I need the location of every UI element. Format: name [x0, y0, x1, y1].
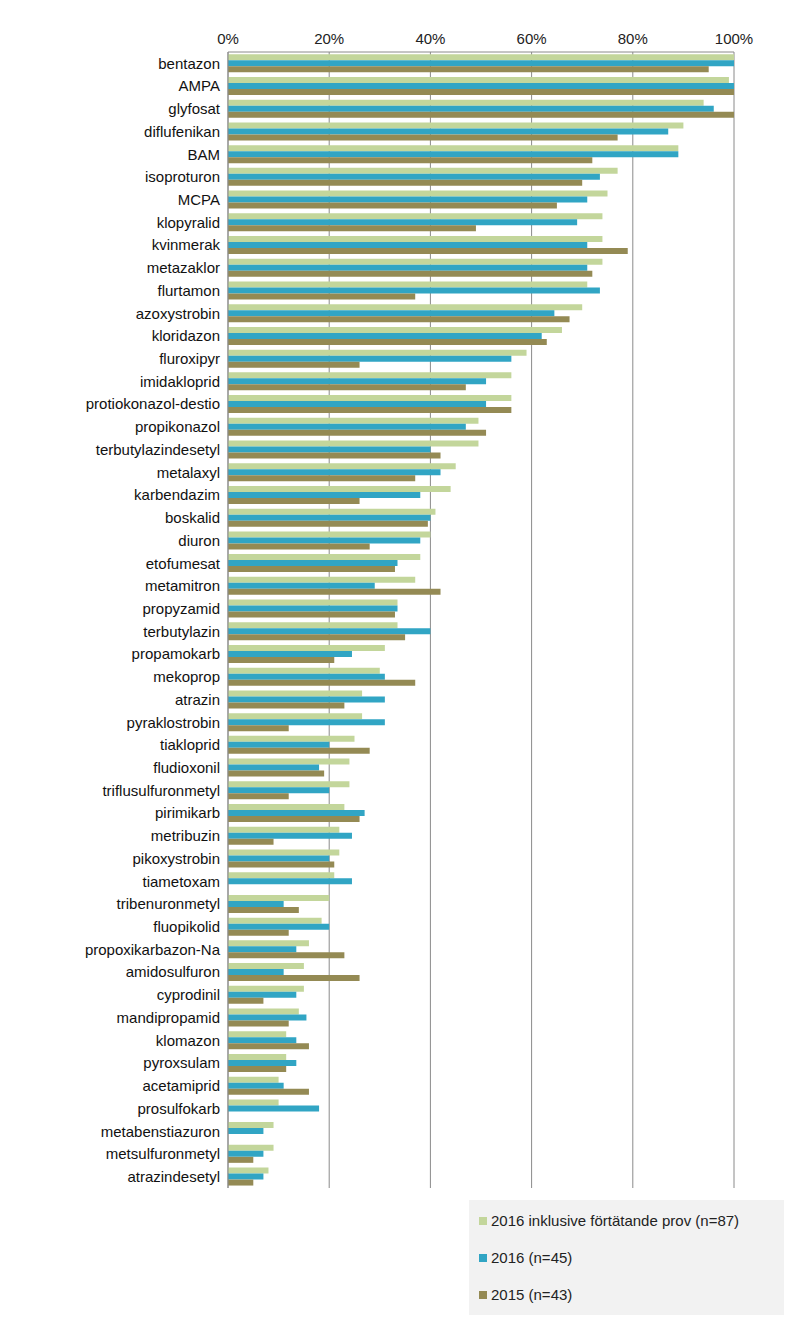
svg-text:boskalid: boskalid [165, 509, 220, 526]
svg-text:metalaxyl: metalaxyl [157, 464, 220, 481]
svg-text:klopyralid: klopyralid [157, 214, 220, 231]
svg-text:terbutylazin: terbutylazin [143, 623, 220, 640]
svg-text:glyfosat: glyfosat [168, 100, 221, 117]
svg-text:metabenstiazuron: metabenstiazuron [101, 1123, 220, 1140]
svg-text:prosulfokarb: prosulfokarb [137, 1100, 220, 1117]
svg-text:pirimikarb: pirimikarb [155, 804, 220, 821]
svg-text:BAM: BAM [187, 146, 220, 163]
svg-text:80%: 80% [618, 30, 648, 47]
svg-text:mekoprop: mekoprop [153, 668, 220, 685]
svg-text:metribuzin: metribuzin [151, 827, 220, 844]
svg-text:fludioxonil: fludioxonil [153, 759, 220, 776]
svg-text:triflusulfuronmetyl: triflusulfuronmetyl [102, 782, 220, 799]
svg-text:propoxikarbazon-Na: propoxikarbazon-Na [85, 941, 221, 958]
svg-text:isoproturon: isoproturon [145, 168, 220, 185]
svg-text:cyprodinil: cyprodinil [157, 986, 220, 1003]
svg-text:diflufenikan: diflufenikan [144, 123, 220, 140]
svg-text:acetamiprid: acetamiprid [142, 1077, 220, 1094]
svg-text:pyraklostrobin: pyraklostrobin [127, 714, 220, 731]
svg-text:diuron: diuron [178, 532, 220, 549]
svg-text:terbutylazindesetyl: terbutylazindesetyl [96, 441, 220, 458]
svg-text:100%: 100% [715, 30, 753, 47]
svg-text:imidakloprid: imidakloprid [140, 373, 220, 390]
svg-text:etofumesat: etofumesat [146, 555, 221, 572]
svg-text:atrazin: atrazin [175, 691, 220, 708]
svg-text:60%: 60% [517, 30, 547, 47]
html-text:2016 (n=45): 2016 (n=45) [491, 1249, 573, 1266]
html-text:2015 (n=43): 2015 (n=43) [491, 1286, 573, 1303]
svg-text:klomazon: klomazon [156, 1032, 220, 1049]
svg-text:metazaklor: metazaklor [147, 259, 220, 276]
svg-text:amidosulfuron: amidosulfuron [126, 963, 220, 980]
svg-text:kvinmerak: kvinmerak [152, 236, 221, 253]
svg-text:AMPA: AMPA [179, 77, 220, 94]
svg-text:protiokonazol-destio: protiokonazol-destio [86, 395, 220, 412]
svg-text:MCPA: MCPA [178, 191, 220, 208]
svg-text:propyzamid: propyzamid [142, 600, 220, 617]
svg-text:pikoxystrobin: pikoxystrobin [132, 850, 220, 867]
html-text:2016 inklusive förtätande prov: 2016 inklusive förtätande prov (n=87) [491, 1212, 740, 1229]
svg-text:20%: 20% [314, 30, 344, 47]
svg-text:tiametoxam: tiametoxam [142, 873, 220, 890]
svg-text:tiakloprid: tiakloprid [160, 736, 220, 753]
svg-text:flurtamon: flurtamon [157, 282, 220, 299]
svg-text:fluroxipyr: fluroxipyr [159, 350, 220, 367]
svg-text:propamokarb: propamokarb [132, 645, 220, 662]
svg-text:atrazindesetyl: atrazindesetyl [127, 1168, 220, 1185]
svg-text:karbendazim: karbendazim [134, 486, 220, 503]
svg-text:0%: 0% [217, 30, 239, 47]
svg-text:mandipropamid: mandipropamid [117, 1009, 220, 1026]
svg-text:metsulfuronmetyl: metsulfuronmetyl [106, 1145, 220, 1162]
svg-text:tribenuronmetyl: tribenuronmetyl [117, 895, 220, 912]
svg-text:kloridazon: kloridazon [152, 327, 220, 344]
svg-text:fluopikolid: fluopikolid [153, 918, 220, 935]
svg-text:metamitron: metamitron [145, 577, 220, 594]
svg-text:azoxystrobin: azoxystrobin [136, 305, 220, 322]
svg-text:bentazon: bentazon [158, 55, 220, 72]
svg-text:pyroxsulam: pyroxsulam [143, 1054, 220, 1071]
svg-text:40%: 40% [415, 30, 445, 47]
svg-text:propikonazol: propikonazol [135, 418, 220, 435]
